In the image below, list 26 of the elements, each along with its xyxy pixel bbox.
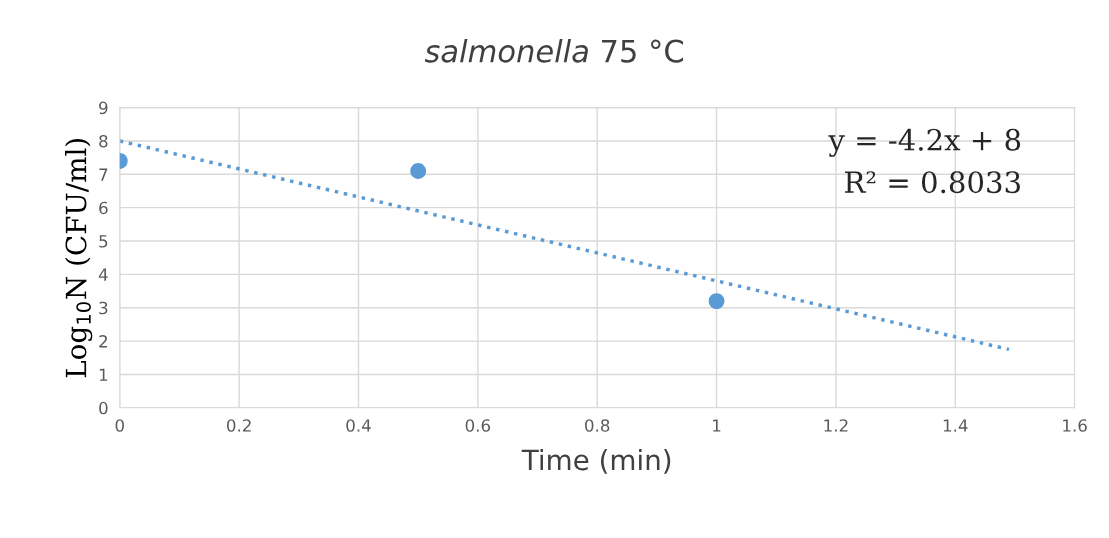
annotation: R² = 0.8033 bbox=[845, 171, 1020, 194]
x-tick-label: 0 bbox=[115, 419, 124, 432]
y-tick-label: 9 bbox=[99, 101, 108, 115]
x-axis-title: Time (min) bbox=[521, 448, 671, 474]
x-tick-label: 1 bbox=[713, 419, 721, 432]
x-tick-label: 0.8 bbox=[585, 419, 610, 432]
x-tick-label: 0.2 bbox=[226, 419, 251, 432]
x-tick-label: 0.6 bbox=[465, 419, 491, 432]
y-tick-label: 5 bbox=[99, 235, 108, 248]
y-axis-title: Log$_{10}$N (CFU/ml) bbox=[65, 138, 93, 378]
y-tick-label: 4 bbox=[98, 268, 108, 281]
chart-title: salmonella 75 °C bbox=[424, 39, 684, 63]
y-tick-label: 6 bbox=[99, 201, 108, 215]
y-tick-label: 3 bbox=[99, 301, 108, 315]
x-tick-label: 1.2 bbox=[824, 419, 848, 432]
y-tick-label: 2 bbox=[99, 335, 107, 348]
annotation: y = -4.2x + 8 bbox=[828, 128, 1021, 157]
x-tick-label: 1.4 bbox=[943, 419, 968, 432]
y-tick-label: 0 bbox=[99, 401, 108, 415]
x-tick-label: 0.4 bbox=[346, 419, 371, 432]
y-tick-label: 7 bbox=[99, 168, 108, 181]
point bbox=[708, 293, 725, 309]
y-tick-label: 1 bbox=[99, 368, 108, 381]
x-tick-label: 1.6 bbox=[1063, 419, 1087, 432]
y-tick-label: 8 bbox=[99, 134, 108, 148]
point bbox=[410, 163, 427, 179]
